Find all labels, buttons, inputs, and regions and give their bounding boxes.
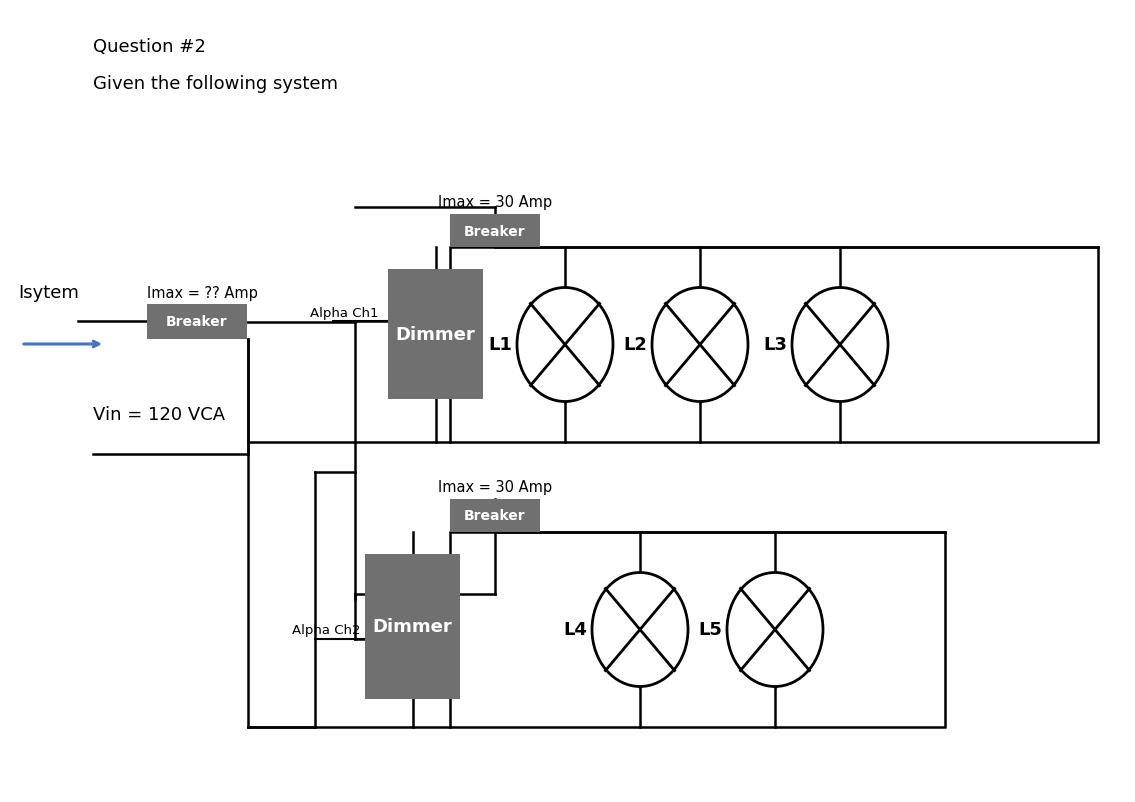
Text: Question #2: Question #2	[93, 38, 205, 56]
Text: L1: L1	[488, 336, 512, 354]
Text: Vin = 120 VCA: Vin = 120 VCA	[93, 406, 225, 423]
Ellipse shape	[728, 573, 823, 687]
Bar	[148, 305, 247, 339]
Bar	[449, 215, 540, 248]
Text: L4: L4	[563, 621, 587, 638]
Bar	[449, 248, 1098, 443]
Ellipse shape	[792, 288, 888, 402]
Ellipse shape	[651, 288, 748, 402]
Text: L5: L5	[698, 621, 722, 638]
Text: Imax = 30 Amp: Imax = 30 Amp	[438, 480, 552, 494]
Text: Imax = ?? Amp: Imax = ?? Amp	[148, 286, 258, 301]
Text: Isytem: Isytem	[18, 284, 78, 302]
Text: Dimmer: Dimmer	[396, 326, 476, 343]
Text: Imax = 30 Amp: Imax = 30 Amp	[438, 195, 552, 210]
Ellipse shape	[592, 573, 688, 687]
Text: Alpha Ch1: Alpha Ch1	[310, 306, 378, 320]
Bar	[449, 500, 540, 533]
Text: Breaker: Breaker	[464, 225, 526, 238]
Text: Alpha Ch2: Alpha Ch2	[292, 624, 360, 637]
Text: Breaker: Breaker	[464, 508, 526, 523]
Text: L2: L2	[623, 336, 647, 354]
Ellipse shape	[518, 288, 613, 402]
Bar	[388, 269, 484, 399]
Bar	[449, 533, 945, 727]
Text: Dimmer: Dimmer	[372, 618, 453, 636]
Text: Breaker: Breaker	[166, 315, 228, 329]
Text: L3: L3	[763, 336, 787, 354]
Text: Given the following system: Given the following system	[93, 75, 338, 93]
Bar	[365, 554, 460, 699]
